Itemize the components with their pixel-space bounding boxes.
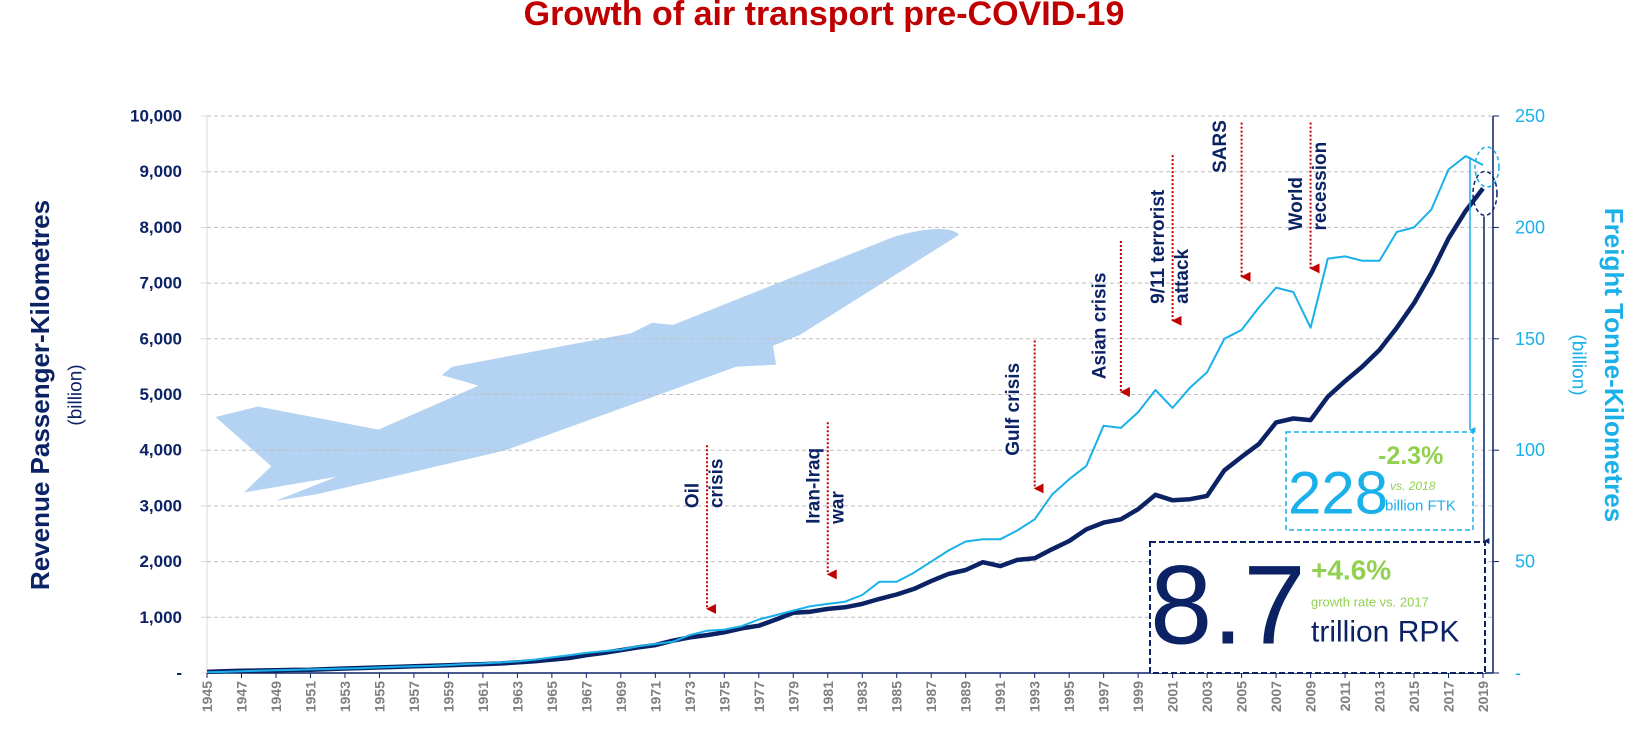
x-tick-label: 1961 xyxy=(475,681,491,712)
x-tick-label: 1997 xyxy=(1096,681,1112,712)
x-tick-label: 2009 xyxy=(1303,681,1319,712)
x-tick-label: 1973 xyxy=(682,681,698,712)
freight-unit: billion FTK xyxy=(1385,498,1456,515)
x-tick-label: 1969 xyxy=(613,681,629,712)
x-tick-label: 1989 xyxy=(958,681,974,712)
y2-tick-label: 200 xyxy=(1515,217,1545,237)
y2-tick-label: 250 xyxy=(1515,106,1545,126)
series-line xyxy=(206,155,1484,674)
freight-change: -2.3% xyxy=(1378,442,1443,470)
chart-title: Growth of air transport pre-COVID-19 xyxy=(524,0,1125,33)
event-label: crisis xyxy=(707,459,728,509)
event-label: SARS xyxy=(1210,120,1231,173)
x-tick-label: 2007 xyxy=(1268,681,1284,712)
end-highlight xyxy=(1472,170,1498,217)
end-highlight xyxy=(1474,146,1500,188)
event-label: Asian crisis xyxy=(1089,273,1110,380)
event-label: Iran-Iraq xyxy=(803,448,824,524)
x-tick-label: 1981 xyxy=(820,681,836,712)
x-tick-label: 1977 xyxy=(751,681,767,712)
event-label: 9/11 terrorist xyxy=(1148,189,1169,304)
event-label: war xyxy=(827,491,848,525)
x-tick-label: 1979 xyxy=(785,681,801,712)
airplane-silhouette xyxy=(215,229,960,501)
y2-tick-label: 150 xyxy=(1515,329,1545,349)
y-tick-label: 2,000 xyxy=(139,552,182,571)
y2-tick-label: - xyxy=(1515,663,1521,683)
x-tick-label: 1993 xyxy=(1027,681,1043,712)
x-tick-label: 1949 xyxy=(268,681,284,712)
x-tick-label: 1957 xyxy=(406,681,422,712)
y2-tick-label: 100 xyxy=(1515,440,1545,460)
y-axis-title: Revenue Passenger-Kilometres xyxy=(25,200,55,590)
y-tick-label: 1,000 xyxy=(139,608,182,627)
y2-axis-title: Freight Tonne-Kilometres xyxy=(1599,208,1629,522)
x-tick-label: 1975 xyxy=(716,681,732,712)
y-tick-label: 6,000 xyxy=(139,329,182,348)
y2-tick-label: 50 xyxy=(1515,552,1535,572)
x-tick-label: 1955 xyxy=(371,681,387,712)
freight-value: 228 xyxy=(1288,460,1388,527)
passenger-unit: trillion RPK xyxy=(1311,616,1459,649)
y-tick-label: 4,000 xyxy=(139,441,182,460)
y-tick-label: 3,000 xyxy=(139,496,182,515)
x-tick-label: 1999 xyxy=(1130,681,1146,712)
event-label: World xyxy=(1286,177,1307,230)
freight-callout-box xyxy=(1285,431,1474,531)
passenger-comparison: growth rate vs. 2017 xyxy=(1311,595,1429,610)
x-tick-label: 1963 xyxy=(509,681,525,712)
x-tick-label: 2013 xyxy=(1372,681,1388,712)
event-label: Gulf crisis xyxy=(1003,363,1024,456)
passenger-value: 8.7 xyxy=(1150,543,1306,668)
x-tick-label: 2011 xyxy=(1337,681,1353,712)
x-tick-label: 2003 xyxy=(1199,681,1215,712)
passenger-callout-box xyxy=(1149,541,1486,674)
freight-comparison: vs. 2018 xyxy=(1390,479,1436,493)
x-tick-label: 1967 xyxy=(578,681,594,712)
x-tick-label: 1985 xyxy=(889,681,905,712)
y-axis-unit: (billion) xyxy=(66,364,87,425)
x-tick-label: 1995 xyxy=(1061,681,1077,712)
y2-axis-unit: (billion) xyxy=(1568,334,1589,395)
x-tick-label: 1987 xyxy=(923,681,939,712)
x-tick-label: 1953 xyxy=(337,681,353,712)
x-tick-label: 2005 xyxy=(1234,681,1250,712)
x-tick-label: 1959 xyxy=(440,681,456,712)
x-tick-label: 1945 xyxy=(199,681,215,712)
x-tick-label: 1991 xyxy=(992,681,1008,712)
event-label: Oil xyxy=(683,483,704,508)
y-tick-label: 7,000 xyxy=(139,274,182,293)
x-tick-label: 2019 xyxy=(1475,681,1491,712)
y-tick-label: 10,000 xyxy=(130,107,182,126)
x-tick-label: 1951 xyxy=(302,681,318,712)
x-tick-label: 1947 xyxy=(233,681,249,712)
x-tick-label: 1983 xyxy=(854,681,870,712)
x-tick-label: 2001 xyxy=(1165,681,1181,712)
x-tick-label: 2015 xyxy=(1406,681,1422,712)
x-tick-label: 2017 xyxy=(1441,681,1457,712)
y-tick-label: 8,000 xyxy=(139,218,182,237)
y-tick-label: 9,000 xyxy=(139,162,182,181)
event-label: attack xyxy=(1172,248,1193,303)
y-tick-label: - xyxy=(176,664,182,683)
y-tick-label: 5,000 xyxy=(139,385,182,404)
passenger-change: +4.6% xyxy=(1311,555,1391,586)
x-tick-label: 1965 xyxy=(544,681,560,712)
event-label: recession xyxy=(1310,142,1331,231)
x-tick-label: 1971 xyxy=(647,681,663,712)
